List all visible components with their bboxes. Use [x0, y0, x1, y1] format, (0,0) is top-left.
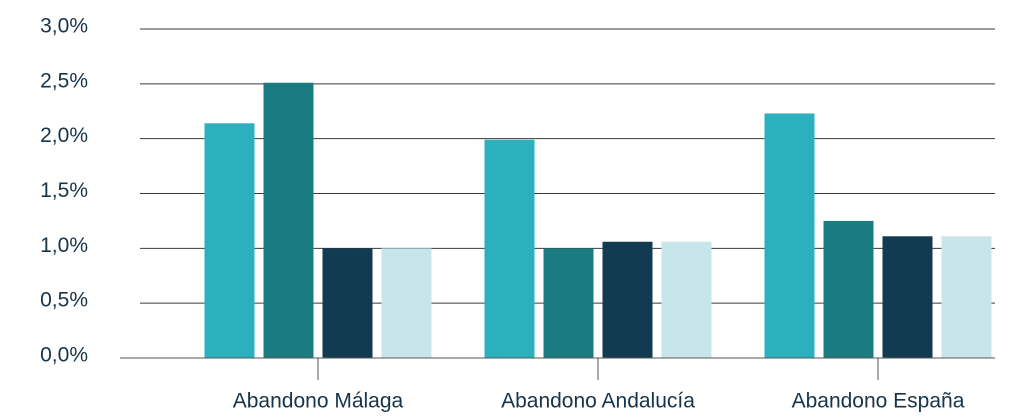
x-tick-label: Abandono Málaga: [233, 390, 404, 413]
bar: [941, 236, 992, 358]
bar: [882, 236, 933, 358]
bar: [322, 248, 373, 358]
y-tick-label: 0,0%: [40, 344, 88, 367]
bar: [661, 241, 712, 358]
bar: [484, 139, 535, 358]
x-tick-label: Abandono España: [792, 390, 965, 413]
bar: [204, 123, 255, 359]
bar: [381, 248, 432, 358]
bar: [543, 248, 594, 358]
y-tick-label: 2,5%: [40, 69, 88, 92]
y-tick-label: 1,5%: [40, 179, 88, 202]
bar: [823, 220, 874, 358]
bar: [263, 82, 314, 358]
y-tick-label: 1,0%: [40, 234, 88, 257]
x-tick-label: Abandono Andalucía: [501, 390, 695, 413]
bar: [764, 113, 815, 359]
y-tick-label: 0,5%: [40, 289, 88, 312]
y-tick-label: 2,0%: [40, 124, 88, 147]
bar: [602, 241, 653, 358]
y-tick-label: 3,0%: [40, 15, 88, 38]
